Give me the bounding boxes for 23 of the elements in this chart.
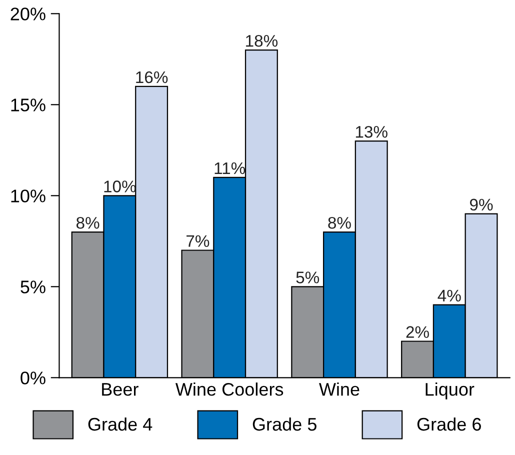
legend-label: Grade 4 [88,417,152,431]
data-label: 4% [438,290,461,302]
y-tick-label: 20% [10,8,46,20]
data-label: 8% [328,216,351,229]
data-label: 5% [296,272,320,284]
data-label: 18% [246,34,278,47]
data-label: 11% [214,162,246,174]
legend-label: Grade 5 [252,417,316,431]
x-tick-label: Beer [102,383,138,396]
data-label: 9% [470,198,493,211]
legend-label: Grade 6 [417,417,481,431]
data-label: 8% [76,216,100,229]
x-tick-label: Wine [319,382,360,396]
data-label: 16% [136,71,168,84]
y-tick-label: 5% [20,280,46,294]
data-label: 13% [356,126,388,138]
y-tick-label: 10% [11,190,46,202]
x-tick-label: Wine Coolers [175,382,284,396]
data-label: 7% [186,235,210,247]
y-tick-label: 15% [11,98,46,112]
y-tick-label: 0% [20,372,46,384]
data-label: 2% [406,326,429,338]
x-tick-label: Liquor [426,382,474,400]
